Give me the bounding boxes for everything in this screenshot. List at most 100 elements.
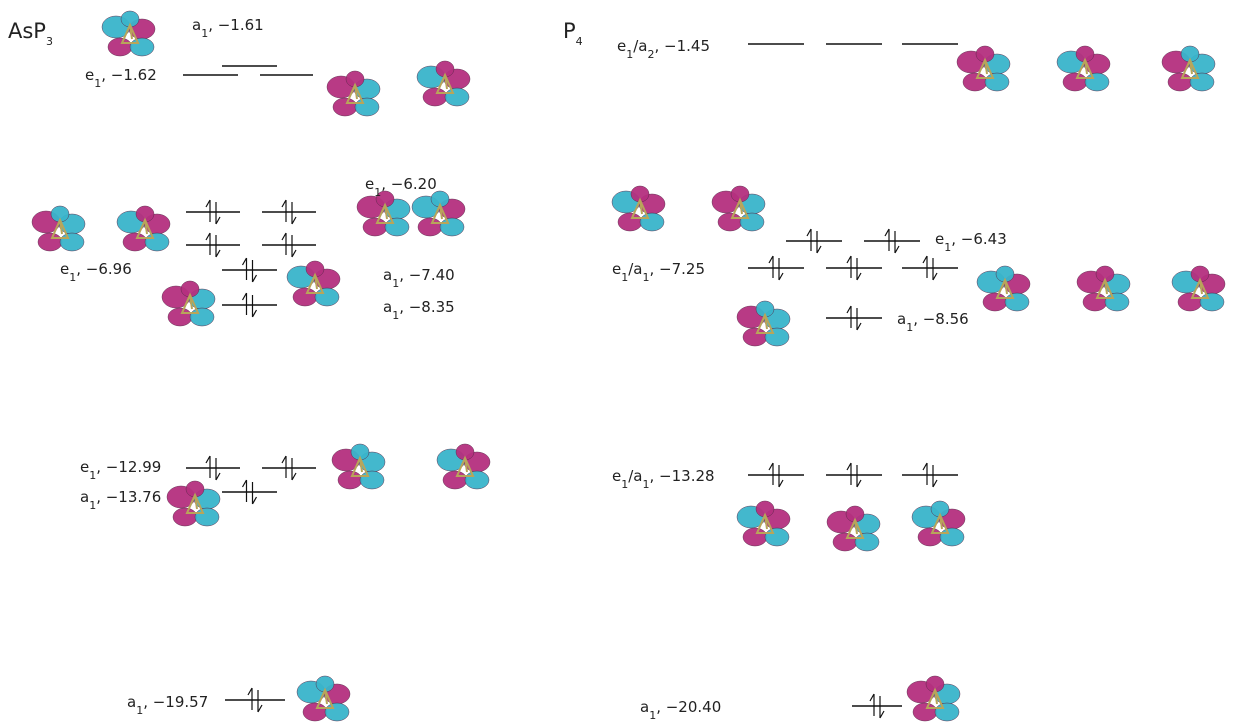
level-label: a1, −20.40	[640, 698, 721, 722]
text-run: e	[365, 175, 374, 193]
electron-down	[880, 696, 884, 718]
text-run: 1	[136, 704, 143, 717]
orbital-icon	[827, 506, 880, 551]
electron-up	[847, 463, 851, 485]
text-run: P	[563, 19, 576, 43]
orbital-icon	[907, 676, 960, 721]
lobe	[38, 233, 62, 251]
text-run: 1	[906, 321, 913, 334]
electron-up	[243, 480, 247, 502]
lobe	[1190, 73, 1214, 91]
text-run: 1	[392, 309, 399, 322]
lobe	[1083, 293, 1107, 311]
lobe	[833, 533, 857, 551]
text-run: , −6.96	[76, 260, 132, 278]
electron-up	[923, 463, 927, 485]
electron-up	[206, 233, 210, 255]
electron-up	[923, 256, 927, 278]
level-label: e1, −6.43	[935, 230, 1007, 254]
electron-up	[847, 256, 851, 278]
lobe	[1105, 293, 1129, 311]
mo-diagram: AsP3a1, −1.61e1, −1.62e1, −6.20e1, −6.96…	[0, 0, 1237, 723]
lobe	[355, 98, 379, 116]
electron-up	[769, 463, 773, 485]
panel-title: P4	[563, 19, 583, 48]
electron-down	[253, 295, 257, 317]
lobe	[303, 703, 327, 721]
lobe	[423, 88, 447, 106]
level-label: a1, −19.57	[127, 693, 208, 717]
lobe	[293, 288, 317, 306]
orbital-icon	[912, 501, 965, 546]
text-run: 4	[576, 35, 583, 48]
lobe	[173, 508, 197, 526]
orbital-icon	[417, 61, 470, 106]
text-run: 1	[643, 271, 650, 284]
electron-down	[779, 258, 783, 280]
lobe	[1168, 73, 1192, 91]
electron-down	[779, 465, 783, 487]
text-run: 1	[374, 186, 381, 199]
orbital-icon	[412, 191, 465, 236]
level-label: a1, −13.76	[80, 488, 161, 512]
lobe	[983, 293, 1007, 311]
lobe	[743, 328, 767, 346]
text-run: a	[897, 310, 906, 328]
text-run: 1	[69, 271, 76, 284]
text-run: , −1.62	[101, 66, 157, 84]
lobe	[145, 233, 169, 251]
text-run: a	[640, 698, 649, 716]
electron-down	[857, 308, 861, 330]
text-run: , −13.76	[96, 488, 161, 506]
level-label: e1/a2, −1.45	[617, 37, 710, 61]
level-label: e1, −6.20	[365, 175, 437, 199]
electron-up	[282, 233, 286, 255]
text-run: e	[60, 260, 69, 278]
text-run: AsP	[8, 19, 46, 43]
electron-down	[857, 258, 861, 280]
lobe	[60, 233, 84, 251]
lobe	[1178, 293, 1202, 311]
electron-down	[216, 202, 220, 224]
text-run: e	[612, 467, 621, 485]
text-run: 1	[626, 48, 633, 61]
electron-up	[847, 306, 851, 328]
orbital-icon	[712, 186, 765, 231]
electron-down	[253, 482, 257, 504]
text-run: 1	[621, 271, 628, 284]
lobe	[1085, 73, 1109, 91]
lobe	[918, 528, 942, 546]
text-run: a	[633, 467, 642, 485]
level-label: e1, −6.96	[60, 260, 132, 284]
electron-up	[870, 694, 874, 716]
lobe	[315, 288, 339, 306]
orbital-icon	[977, 266, 1030, 311]
lobe	[443, 471, 467, 489]
orbital-icon	[357, 191, 410, 236]
lobe	[718, 213, 742, 231]
lobe	[618, 213, 642, 231]
text-run: a	[192, 16, 201, 34]
electron-down	[253, 260, 257, 282]
text-run: a	[127, 693, 136, 711]
level-label: e1/a1, −13.28	[612, 467, 715, 491]
text-run: , −8.35	[399, 298, 455, 316]
level-label: e1/a1, −7.25	[612, 260, 705, 284]
text-run: , −13.28	[650, 467, 715, 485]
electron-down	[216, 235, 220, 257]
lobe	[640, 213, 664, 231]
electron-up	[206, 200, 210, 222]
text-run: 1	[201, 27, 208, 40]
electron-up	[243, 293, 247, 315]
lobe	[1200, 293, 1224, 311]
text-run: 1	[621, 478, 628, 491]
level-label: e1, −12.99	[80, 458, 161, 482]
electron-down	[817, 231, 821, 253]
orbital-icon	[737, 501, 790, 546]
text-run: e	[85, 66, 94, 84]
lobe	[740, 213, 764, 231]
orbital-icon	[332, 444, 385, 489]
electron-down	[216, 458, 220, 480]
text-run: , −12.99	[96, 458, 161, 476]
electron-up	[769, 256, 773, 278]
